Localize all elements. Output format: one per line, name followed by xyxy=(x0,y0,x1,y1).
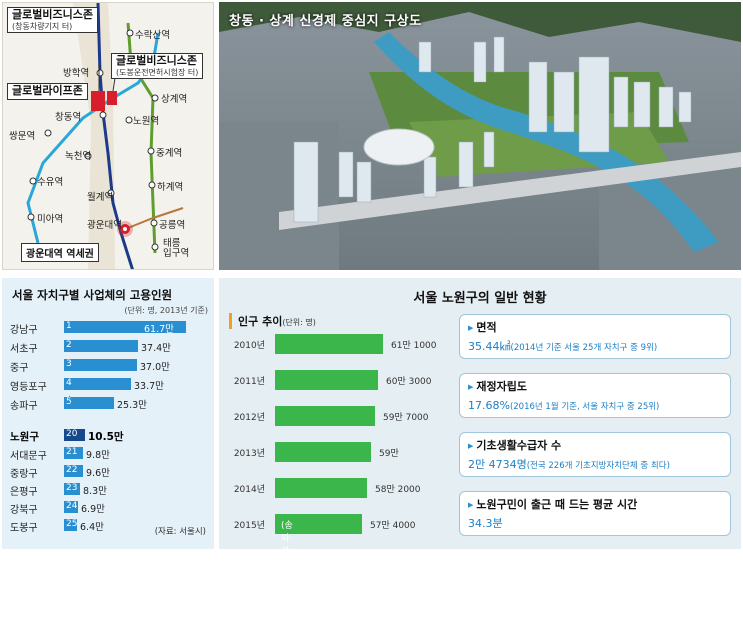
station-label: 수유역 xyxy=(37,177,64,188)
value-label: 61.7만 xyxy=(144,324,174,335)
rank-label: 5 xyxy=(66,397,72,407)
station-label: 광운대역 xyxy=(87,220,122,231)
employment-bar: 2 xyxy=(64,340,138,352)
aerial-title: 창동 · 상계 신경제 중심지 구상도 xyxy=(229,14,422,29)
station-label: 창동역 xyxy=(55,112,82,123)
employment-bar: 23 xyxy=(64,483,80,495)
employment-bar: 20 xyxy=(64,429,85,441)
rank-label: 4 xyxy=(66,378,72,388)
district-name: 영등포구 xyxy=(10,382,47,393)
rank-label: 25 xyxy=(66,519,78,529)
rank-label: 20 xyxy=(66,429,78,439)
population-value: 59만 7000 xyxy=(383,413,429,423)
district-name: 송파구 xyxy=(10,401,38,412)
station-label: 중계역 xyxy=(156,148,183,159)
value-label: 10.5만 xyxy=(88,431,124,443)
population-bar xyxy=(275,442,371,462)
info-card-welfare: 기초생활수급자 수 2만 4734명(전국 226개 기초지방자치단체 중 최다… xyxy=(459,432,731,477)
year-label: 2012년 xyxy=(233,413,265,423)
district-name: 서초구 xyxy=(10,344,38,355)
station-label: 태릉 입구역 xyxy=(163,238,190,260)
employment-bar: 5 xyxy=(64,397,114,409)
station-label: 방학역 xyxy=(63,68,90,79)
callout-global-life-zone: 글로벌라이프존 xyxy=(7,83,88,100)
district-name: 도봉구 xyxy=(10,523,38,534)
rank-label: 2 xyxy=(66,340,72,350)
district-name: 은평구 xyxy=(10,487,38,498)
year-label: 2015년 xyxy=(233,521,265,531)
rank-label: 1 xyxy=(66,321,72,331)
station-label: 녹천역 xyxy=(65,151,92,162)
rank-label: 3 xyxy=(66,359,72,369)
employment-bar: 21 xyxy=(64,447,83,459)
employment-bar: 25 xyxy=(64,519,77,531)
source-note: (자료: 서울시) xyxy=(154,527,206,537)
value-label: 25.3만 xyxy=(117,400,147,411)
year-label: 2014년 xyxy=(233,485,265,495)
station-label: 하계역 xyxy=(157,182,184,193)
district-name: 서대문구 xyxy=(10,451,47,462)
employment-bar: 1 xyxy=(64,321,186,333)
value-label: 6.9만 xyxy=(81,504,105,515)
employment-bar: 4 xyxy=(64,378,131,390)
rank-label: 22 xyxy=(66,465,78,475)
aerial-rendering: 창동 · 상계 신경제 중심지 구상도 xyxy=(219,2,741,270)
info-card-commute: 노원구민이 출근 때 드는 평균 시간 34.3분 xyxy=(459,491,731,536)
highlight-station-label: 광운대역 역세권 xyxy=(21,243,99,262)
callout-global-business-zone-2: 글로벌비즈니스존 (도봉운전면허시험장 터) xyxy=(111,53,204,79)
employment-bar: 24 xyxy=(64,501,78,513)
population-bar xyxy=(275,334,383,354)
info-card-fiscal: 재정자립도 17.68%(2016년 1월 기준, 서울 자치구 중 25위) xyxy=(459,373,731,418)
population-value: 59만 xyxy=(379,449,399,459)
ellipsis-dots: · · · xyxy=(68,392,72,415)
employment-bar: 22 xyxy=(64,465,83,477)
value-label: 33.7만 xyxy=(134,381,164,392)
info-card-area: 면적 35.44㎢(2014년 기준 서울 25개 자치구 중 9위) xyxy=(459,314,731,359)
district-name: 중구 xyxy=(10,363,29,374)
population-title: 인구 추이(단위: 명) xyxy=(229,313,316,329)
population-bar xyxy=(275,514,362,534)
station-label: 쌍문역 xyxy=(9,131,36,142)
employment-chart: 서울 자치구별 사업체의 고용인원 (단위: 명, 2013년 기준) 강남구 1… xyxy=(2,278,214,549)
district-status: 서울 노원구의 일반 현황 인구 추이(단위: 명) 2010년 61만 1000… xyxy=(219,278,741,619)
district-name: 노원구 xyxy=(10,431,39,443)
chart-title: 서울 자치구별 사업체의 고용인원 xyxy=(12,288,173,302)
population-note: (송파·강서 이어 3위) xyxy=(281,521,293,619)
aerial-illustration xyxy=(219,2,741,270)
district-name: 중랑구 xyxy=(10,469,38,480)
rank-label: 24 xyxy=(66,501,78,511)
population-value: 61만 1000 xyxy=(391,341,437,351)
value-label: 8.3만 xyxy=(83,486,107,497)
status-title: 서울 노원구의 일반 현황 xyxy=(413,291,547,306)
map-lines xyxy=(3,3,213,269)
subway-map: 글로벌비즈니스존 (창동차량기지 터) 글로벌비즈니스존 (도봉운전면허시험장 … xyxy=(2,2,214,270)
district-name: 강남구 xyxy=(10,325,38,336)
station-label: 미아역 xyxy=(37,214,64,225)
value-label: 9.6만 xyxy=(86,468,110,479)
employment-bar: 3 xyxy=(64,359,137,371)
year-label: 2011년 xyxy=(233,377,265,387)
station-label: 수락산역 xyxy=(135,30,170,41)
population-bar xyxy=(275,370,378,390)
population-bar xyxy=(275,406,375,426)
chart-unit: (단위: 명, 2013년 기준) xyxy=(124,306,208,315)
value-label: 6.4만 xyxy=(80,522,104,533)
value-label: 37.0만 xyxy=(140,362,170,373)
year-label: 2013년 xyxy=(233,449,265,459)
district-name: 강북구 xyxy=(10,505,38,516)
value-label: 9.8만 xyxy=(86,450,110,461)
population-value: 60만 3000 xyxy=(386,377,432,387)
population-value: 58만 2000 xyxy=(375,485,421,495)
station-label: 상계역 xyxy=(161,94,188,105)
value-label: 37.4만 xyxy=(141,343,171,354)
rank-label: 21 xyxy=(66,447,78,457)
station-label: 노원역 xyxy=(133,116,160,127)
station-label: 월계역 xyxy=(87,192,114,203)
population-value: 57만 4000 xyxy=(370,521,416,531)
population-bar xyxy=(275,478,367,498)
year-label: 2010년 xyxy=(233,341,265,351)
callout-global-business-zone-1: 글로벌비즈니스존 (창동차량기지 터) xyxy=(7,7,98,33)
rank-label: 23 xyxy=(66,483,78,493)
station-label: 공릉역 xyxy=(159,220,186,231)
